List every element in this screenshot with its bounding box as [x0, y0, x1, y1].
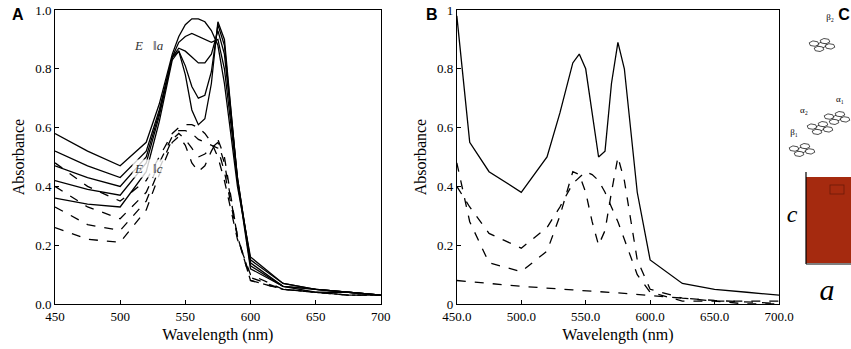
- svg-text:550.0: 550.0: [571, 309, 600, 324]
- svg-text:700.0: 700.0: [764, 309, 793, 324]
- svg-text:1.0: 1.0: [35, 3, 51, 18]
- svg-text:Wavelength (nm): Wavelength (nm): [162, 326, 273, 344]
- svg-text:600: 600: [241, 309, 260, 324]
- svg-text:450: 450: [45, 309, 65, 324]
- svg-text:550: 550: [176, 309, 196, 324]
- svg-text:0.2: 0.2: [35, 238, 51, 253]
- svg-text:β₁: β₁: [790, 127, 798, 137]
- svg-text:500.0: 500.0: [507, 309, 536, 324]
- svg-text:0.2: 0.2: [437, 238, 453, 253]
- svg-text:a: a: [820, 273, 835, 306]
- svg-text:0.6: 0.6: [35, 120, 52, 135]
- svg-text:0.8: 0.8: [437, 61, 453, 76]
- svg-text:650.0: 650.0: [700, 309, 729, 324]
- svg-text:0.6: 0.6: [437, 120, 454, 135]
- svg-text:0.4: 0.4: [437, 179, 454, 194]
- svg-text:0.0: 0.0: [35, 297, 51, 312]
- svg-text:β₂: β₂: [826, 12, 834, 22]
- svg-text:α₁: α₁: [836, 94, 844, 104]
- svg-text:500: 500: [110, 309, 130, 324]
- svg-text:Wavelength (nm): Wavelength (nm): [562, 326, 673, 344]
- svg-text:C: C: [838, 6, 850, 23]
- svg-text:650: 650: [306, 309, 326, 324]
- svg-text:0.4: 0.4: [35, 179, 52, 194]
- svg-text:α₂: α₂: [800, 105, 808, 115]
- svg-text:450.0: 450.0: [442, 309, 471, 324]
- svg-text:Absorbance: Absorbance: [10, 119, 27, 195]
- svg-text:E⃗‖c: E⃗‖c: [134, 161, 163, 176]
- svg-text:700: 700: [371, 309, 391, 324]
- svg-text:0: 0: [447, 297, 454, 312]
- svg-text:c: c: [787, 201, 798, 227]
- svg-text:1: 1: [447, 3, 454, 18]
- svg-text:Absorbance: Absorbance: [412, 119, 429, 195]
- svg-text:B: B: [426, 6, 438, 23]
- svg-text:A: A: [12, 6, 24, 23]
- svg-text:0.8: 0.8: [35, 61, 51, 76]
- svg-text:E⃗‖a: E⃗‖a: [134, 38, 164, 53]
- svg-text:600.0: 600.0: [636, 309, 665, 324]
